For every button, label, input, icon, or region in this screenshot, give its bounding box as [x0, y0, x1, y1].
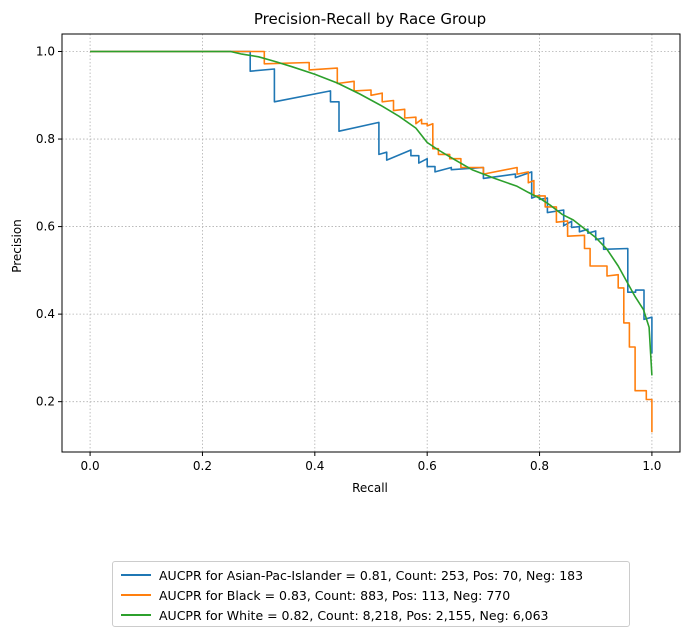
legend-item-asian-pac-islander: AUCPR for Asian-Pac-Islander = 0.81, Cou…	[121, 565, 621, 585]
legend-label-black: AUCPR for Black = 0.83, Count: 883, Pos:…	[159, 587, 511, 603]
y-tick-label: 0.8	[36, 132, 55, 146]
x-tick-label: 0.0	[81, 459, 100, 473]
legend: AUCPR for Asian-Pac-Islander = 0.81, Cou…	[112, 561, 630, 627]
x-tick-label: 0.4	[305, 459, 324, 473]
y-tick-label: 0.6	[36, 220, 55, 234]
legend-label-asian-pac-islander: AUCPR for Asian-Pac-Islander = 0.81, Cou…	[159, 567, 584, 583]
x-tick-label: 0.8	[530, 459, 549, 473]
y-tick-label: 1.0	[36, 45, 55, 59]
legend-label-white: AUCPR for White = 0.82, Count: 8,218, Po…	[159, 607, 549, 623]
legend-item-white: AUCPR for White = 0.82, Count: 8,218, Po…	[121, 605, 621, 625]
chart-title: Precision-Recall by Race Group	[254, 10, 486, 28]
pr-curve-black	[90, 50, 653, 433]
x-tick-label: 0.2	[193, 459, 212, 473]
x-tick-label: 0.6	[418, 459, 437, 473]
y-axis-label: Precision	[10, 219, 24, 273]
x-tick-label: 1.0	[642, 459, 661, 473]
series-layer	[90, 50, 653, 433]
legend-swatch-black	[121, 594, 151, 596]
y-tick-label: 0.2	[36, 395, 55, 409]
legend-swatch-asian-pac-islander	[121, 574, 151, 576]
x-axis-label: Recall	[352, 481, 388, 495]
pr-curve-asian-pac-islander	[90, 50, 653, 354]
pr-curve-white	[90, 50, 653, 376]
legend-item-black: AUCPR for Black = 0.83, Count: 883, Pos:…	[121, 585, 621, 605]
y-tick-label: 0.4	[36, 307, 55, 321]
legend-swatch-white	[121, 614, 151, 616]
grid-lines	[62, 34, 680, 452]
axis-ticks: 0.0 0.2 0.4 0.6 0.8 1.0 0.2 0.4 0.6 0.8 1.0	[36, 45, 662, 473]
plot-frame	[61, 33, 681, 453]
